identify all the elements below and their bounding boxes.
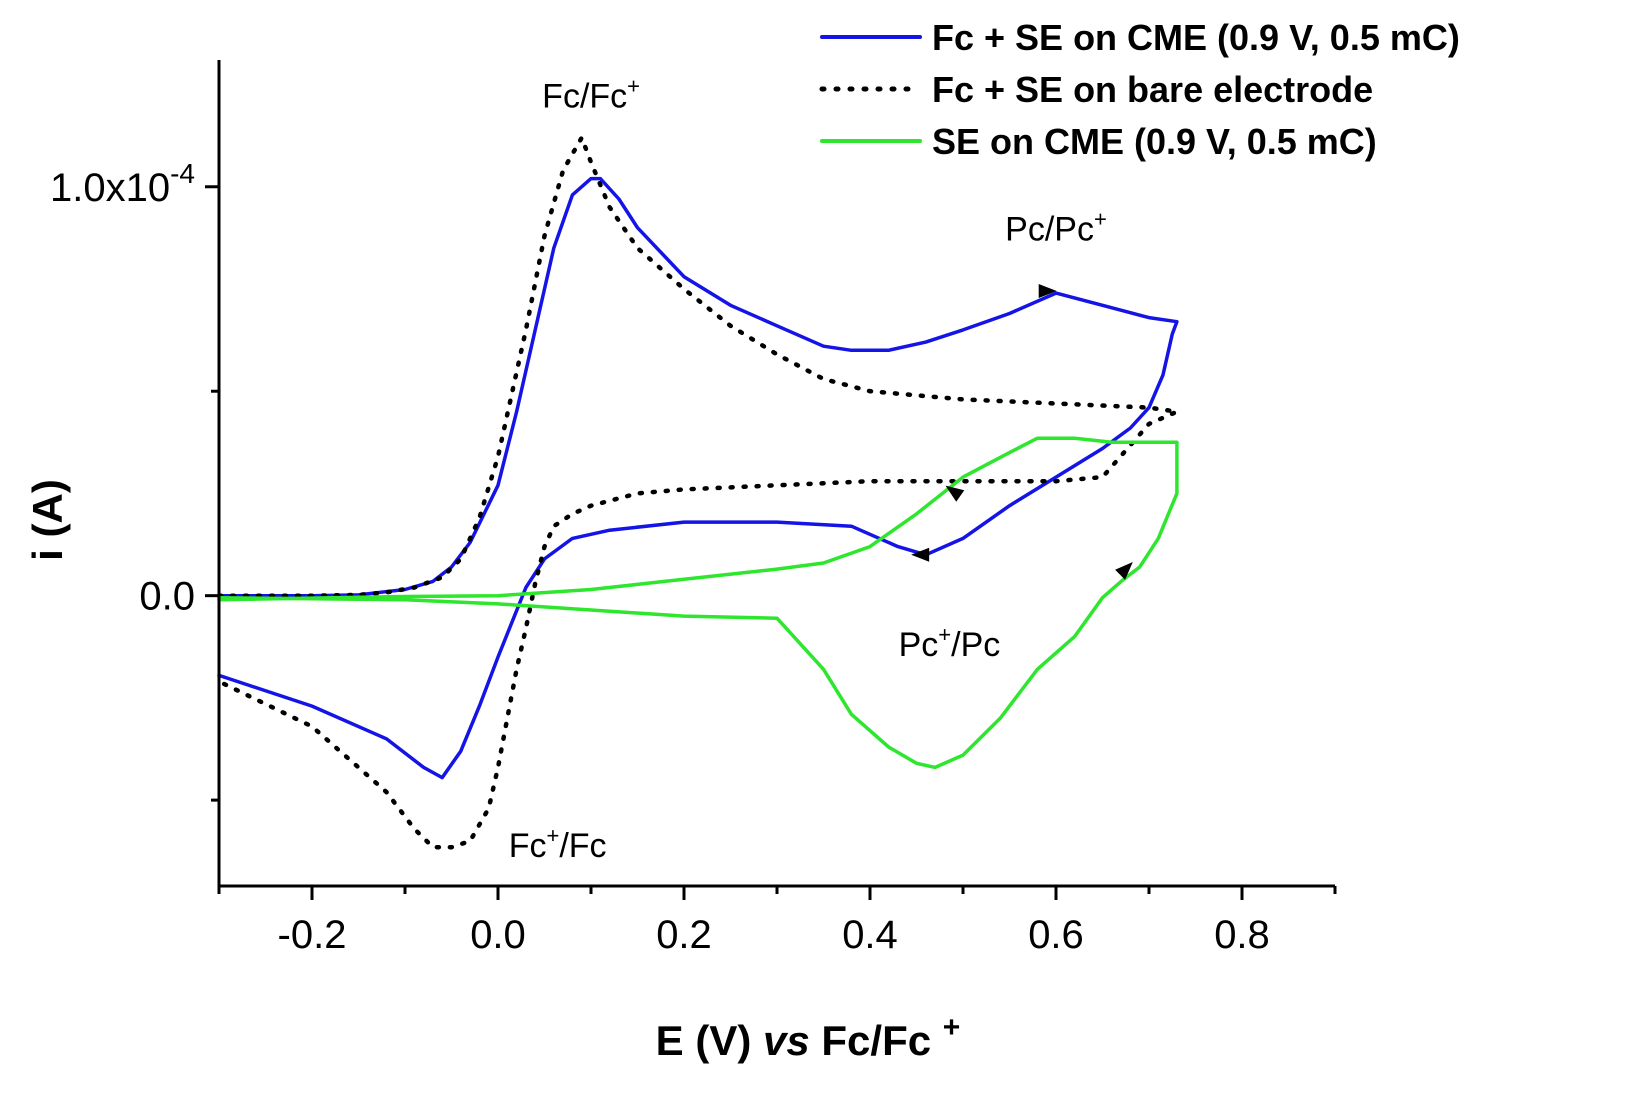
x-tick-label-4: 0.4 bbox=[842, 913, 898, 957]
direction-arrow-3 bbox=[945, 485, 965, 502]
annotations: Fc/Fc+ Pc/Pc+ Pc+/Pc Fc+/Fc bbox=[509, 74, 1133, 865]
series-line-3 bbox=[217, 436, 1179, 770]
annotation-2: Pc/Pc+ bbox=[1005, 207, 1107, 249]
x-tick-label-6: 0.8 bbox=[1214, 913, 1270, 957]
x-axis-title-italic: vs bbox=[763, 1017, 810, 1064]
legend: Fc + SE on CME (0.9 V, 0.5 mC) Fc + SE on… bbox=[819, 17, 1460, 162]
series-line-1 bbox=[217, 176, 1179, 780]
annotation-3: Pc+/Pc bbox=[899, 622, 1001, 664]
direction-arrow-4 bbox=[1115, 562, 1133, 580]
legend-label-1: Fc + SE on CME (0.9 V, 0.5 mC) bbox=[932, 17, 1460, 58]
tick-labels: -0.2 0.0 0.2 0.4 0.6 0.8 0.0 1.0x10-4 bbox=[50, 158, 1270, 957]
x-tick-label-1: -0.2 bbox=[278, 913, 347, 957]
x-axis-title-sup: + bbox=[943, 1011, 961, 1044]
legend-label-2: Fc + SE on bare electrode bbox=[932, 69, 1373, 110]
axes-layer bbox=[217, 60, 1335, 888]
legend-label-3: SE on CME (0.9 V, 0.5 mC) bbox=[932, 121, 1377, 162]
annotation-4: Fc+/Fc bbox=[509, 823, 607, 865]
y-tick-label-2: 1.0x10-4 bbox=[50, 158, 195, 210]
x-tick-label-2: 0.0 bbox=[470, 913, 526, 957]
series-line-2 bbox=[216, 135, 1180, 850]
direction-arrow-1 bbox=[1038, 284, 1057, 299]
x-axis-title-main: E (V) bbox=[656, 1017, 763, 1064]
series-layer bbox=[216, 135, 1180, 850]
y-axis-title: i (A) bbox=[24, 479, 71, 561]
x-axis-title: E (V) vs Fc/Fc + bbox=[656, 1011, 961, 1064]
direction-arrow-2 bbox=[911, 547, 930, 562]
annotation-1: Fc/Fc+ bbox=[542, 74, 640, 116]
x-tick-label-3: 0.2 bbox=[656, 913, 712, 957]
y-tick-label-1: 0.0 bbox=[139, 575, 195, 619]
x-axis-title-ref: Fc/Fc bbox=[821, 1017, 931, 1064]
tick-marks bbox=[205, 185, 1337, 900]
x-tick-label-5: 0.6 bbox=[1028, 913, 1084, 957]
